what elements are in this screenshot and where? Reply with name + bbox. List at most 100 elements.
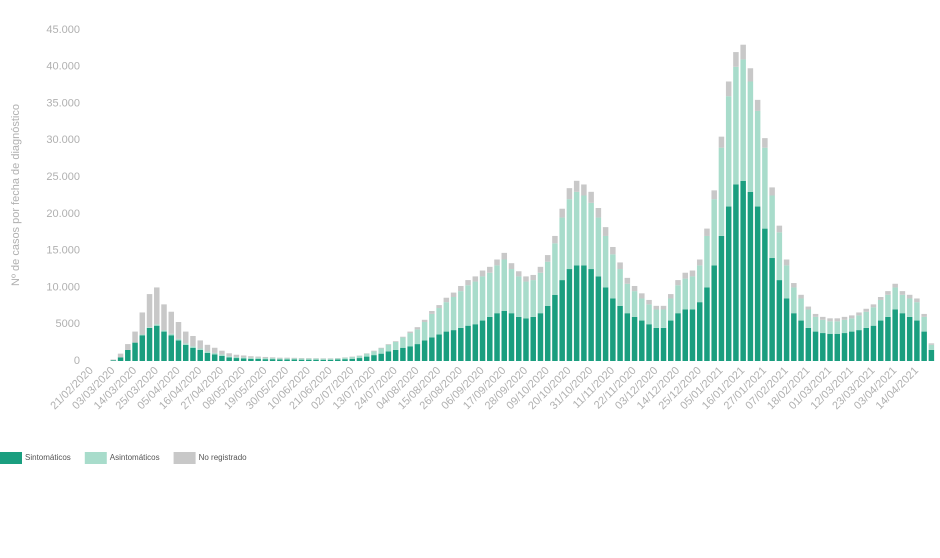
bar-segment <box>168 333 175 336</box>
bar-segment <box>711 265 717 361</box>
bar-segment <box>240 357 247 359</box>
bar-segment <box>841 333 848 361</box>
bar-segment <box>342 359 348 361</box>
bar-segment <box>711 199 717 266</box>
bar-segment <box>906 298 913 317</box>
bar-segment <box>414 329 421 345</box>
bar-segment <box>363 356 370 361</box>
bar-segment <box>877 299 884 321</box>
bar-segment <box>190 346 196 348</box>
bar-segment <box>624 277 631 284</box>
legend-swatch <box>84 452 107 464</box>
bar-segment <box>284 357 290 359</box>
bar-segment <box>501 310 508 361</box>
bar-segment <box>899 313 906 361</box>
bar-segment <box>436 334 442 361</box>
bar-segment <box>523 318 529 361</box>
bar-segment <box>335 358 341 360</box>
bar-segment <box>740 59 746 181</box>
y-tick-label: 5000 <box>56 318 80 330</box>
bar-segment <box>139 312 146 335</box>
bar-segment <box>704 235 710 288</box>
bar-segment <box>581 184 587 196</box>
bar-segment <box>617 262 623 270</box>
bar-segment <box>429 337 435 361</box>
bar-segment <box>870 307 877 326</box>
y-tick-label: 40.000 <box>46 61 80 73</box>
bar-segment <box>421 319 428 323</box>
bar-segment <box>255 356 261 358</box>
bar-segment <box>588 191 594 203</box>
bar-segment <box>892 283 898 288</box>
bar-segment <box>820 333 826 361</box>
bar-segment <box>595 208 602 218</box>
bar-segment <box>762 138 768 148</box>
bar-segment <box>407 333 413 347</box>
bar-segment <box>371 355 377 361</box>
legend-label: Sintomáticos <box>25 453 71 462</box>
bar-segment <box>161 304 167 331</box>
bar-segment <box>494 259 500 266</box>
bar-segment <box>725 96 732 207</box>
bar-segment <box>277 358 283 360</box>
bar-segment <box>154 324 160 326</box>
bar-segment <box>682 309 688 361</box>
bar-segment <box>465 285 471 326</box>
bar-segment <box>284 359 290 361</box>
legend-swatch <box>0 452 22 464</box>
bar-segment <box>421 340 428 361</box>
bar-segment <box>848 331 855 361</box>
bar-segment <box>559 217 565 281</box>
bar-segment <box>146 294 153 328</box>
bar-segment <box>515 276 522 317</box>
bar-segment <box>443 331 450 361</box>
bar-segment <box>472 276 479 282</box>
bar-segment <box>914 298 920 303</box>
bar-segment <box>820 316 826 320</box>
bar-segment <box>610 298 616 361</box>
bar-segment <box>248 358 254 361</box>
bar-segment <box>407 346 413 361</box>
bar-segment <box>255 357 261 359</box>
y-tick-label: 0 <box>74 355 80 367</box>
bar-segment <box>378 353 384 361</box>
bar-segment <box>226 357 232 361</box>
bar-segment <box>675 313 681 361</box>
bar-segment <box>262 356 269 359</box>
bar-segment <box>349 356 355 359</box>
bar-segment <box>175 322 182 339</box>
bar-segment <box>479 276 486 321</box>
bar-segment <box>523 281 529 319</box>
bar-segment <box>660 305 667 310</box>
bar-segment <box>754 110 761 207</box>
bar-segment <box>921 313 927 317</box>
bar-segment <box>371 351 377 356</box>
bar-segment <box>407 331 413 334</box>
bar-segment <box>240 358 247 361</box>
bar-segment <box>805 309 812 328</box>
bar-segment <box>523 276 529 282</box>
bar-segment <box>371 350 377 352</box>
bar-segment <box>487 266 493 273</box>
bar-segment <box>255 358 261 361</box>
bar-segment <box>841 316 848 320</box>
bar-segment <box>689 276 696 310</box>
bar-segment <box>117 353 124 358</box>
bar-segment <box>190 335 196 347</box>
bar-segment <box>327 359 334 361</box>
bar-segment <box>559 280 565 361</box>
bar-segment <box>552 294 558 361</box>
bar-segment <box>219 354 225 356</box>
bar-segment <box>885 294 891 317</box>
bar-segment <box>154 325 160 361</box>
legend-label: No registrado <box>199 453 248 462</box>
bar-segment <box>479 270 486 277</box>
bar-segment <box>392 349 399 361</box>
bar-segment <box>805 306 812 310</box>
bar-segment <box>313 358 319 360</box>
bar-segment <box>704 228 710 236</box>
bar-segment <box>132 331 138 343</box>
bar-segment <box>914 320 920 361</box>
bar-segment <box>494 313 500 361</box>
bar-segment <box>870 325 877 361</box>
